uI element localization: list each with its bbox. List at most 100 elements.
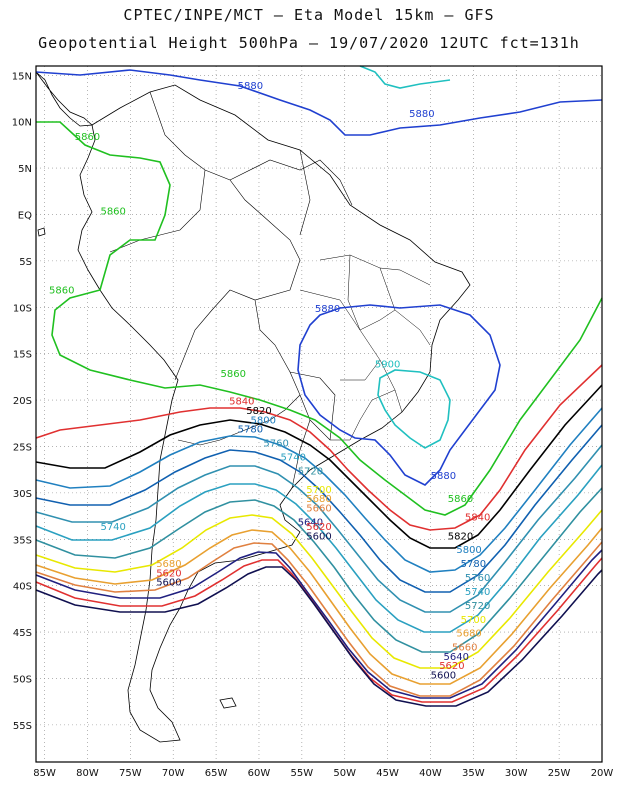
latitude-tick-label: 40S xyxy=(13,582,32,593)
latitude-tick-label: 30S xyxy=(13,489,32,500)
contour-label: 5860 xyxy=(75,132,100,143)
contour-5900 xyxy=(359,65,451,449)
longitude-tick-label: 40W xyxy=(419,768,442,779)
latitude-tick-label: 55S xyxy=(13,721,32,732)
contour-label: 5700 xyxy=(461,615,486,626)
contour-5620 xyxy=(35,557,603,703)
longitude-tick-label: 70W xyxy=(162,768,185,779)
longitude-tick-label: 35W xyxy=(462,768,485,779)
contour-label: 5760 xyxy=(465,573,490,584)
latitude-tick-label: 10N xyxy=(12,118,32,129)
contour-label: 5620 xyxy=(439,661,464,672)
contour-label: 5800 xyxy=(456,545,481,556)
contour-label: 5880 xyxy=(238,81,263,92)
contour-label: 5660 xyxy=(452,643,477,654)
latitude-labels: 15N 10N 5N EQ 5S 10S 15S 20S 25S 30S 35S 40S 45S 50S 5… xyxy=(12,71,32,732)
latitude-tick-label: EQ xyxy=(18,210,32,221)
contour-label: 5740 xyxy=(465,587,490,598)
contour-label: 5840 xyxy=(465,513,490,524)
contour-label: 5720 xyxy=(465,601,490,612)
contour-5720 xyxy=(35,487,603,653)
contour-label: 5880 xyxy=(315,304,340,315)
contour-5860 xyxy=(36,121,603,516)
contour-label: 5840 xyxy=(229,397,254,408)
longitude-tick-label: 75W xyxy=(119,768,142,779)
contour-label: 5680 xyxy=(156,559,181,570)
country-borders xyxy=(109,91,353,489)
contour-label: 5740 xyxy=(100,522,125,533)
longitude-tick-label: 65W xyxy=(205,768,228,779)
state-borders xyxy=(299,254,431,441)
contour-label: 5620 xyxy=(306,522,331,533)
longitude-tick-label: 50W xyxy=(333,768,356,779)
chart-title: CPTEC/INPE/MCT – Eta Model 15km – GFS xyxy=(123,6,495,24)
contour-label: 5820 xyxy=(246,406,271,417)
contour-5680 xyxy=(35,527,603,685)
longitude-tick-label: 60W xyxy=(248,768,271,779)
contour-5880 xyxy=(35,69,603,486)
contour-label: 5720 xyxy=(298,466,323,477)
contour-5600 xyxy=(35,566,603,707)
longitude-tick-label: 30W xyxy=(505,768,528,779)
contour-5760 xyxy=(35,444,603,613)
contour-label: 5880 xyxy=(431,471,456,482)
contour-labels: 5880588058605860586058805900586058405820… xyxy=(49,81,490,681)
contour-label: 5900 xyxy=(375,360,400,371)
contour-label: 5860 xyxy=(448,494,473,505)
longitude-tick-label: 55W xyxy=(291,768,314,779)
contour-label: 5780 xyxy=(238,425,263,436)
latitude-tick-label: 15S xyxy=(13,350,32,361)
longitude-tick-label: 45W xyxy=(376,768,399,779)
contour-label: 5860 xyxy=(100,206,125,217)
contour-label: 5700 xyxy=(306,485,331,496)
contour-lines xyxy=(35,65,603,707)
contour-label: 5740 xyxy=(281,452,306,463)
contour-label: 5880 xyxy=(409,109,434,120)
central-america-outline xyxy=(35,71,93,127)
map-frame xyxy=(35,65,603,763)
contour-5660 xyxy=(35,541,603,697)
longitude-labels: 85W 80W 75W 70W 65W 60W 55W 50W 45W 40W 35W 30W 25W 2… xyxy=(33,768,613,779)
latitude-tick-label: 5S xyxy=(19,257,32,268)
contour-label: 5680 xyxy=(306,494,331,505)
contour-label: 5640 xyxy=(443,652,468,663)
contour-label: 5620 xyxy=(156,568,181,579)
contour-label: 5800 xyxy=(251,415,276,426)
contour-5700 xyxy=(35,509,603,669)
contour-label: 5780 xyxy=(461,559,486,570)
contour-label: 5680 xyxy=(456,629,481,640)
contour-label: 5600 xyxy=(306,531,331,542)
latitude-tick-label: 5N xyxy=(18,164,32,175)
contour-label: 5660 xyxy=(306,503,331,514)
chart-subtitle: Geopotential Height 500hPa – 19/07/2020 … xyxy=(38,34,580,52)
contour-5640 xyxy=(35,549,603,699)
latitude-tick-label: 20S xyxy=(13,396,32,407)
contour-5820 xyxy=(35,384,603,549)
contour-label: 5820 xyxy=(448,531,473,542)
contour-5780 xyxy=(35,424,603,593)
longitude-tick-label: 80W xyxy=(76,768,99,779)
contour-5840 xyxy=(35,364,603,531)
coastline-and-borders xyxy=(35,71,471,743)
latitude-tick-label: 15N xyxy=(12,71,32,82)
latitude-tick-label: 10S xyxy=(13,303,32,314)
contour-label: 5860 xyxy=(49,285,74,296)
latitude-tick-label: 25S xyxy=(13,442,32,453)
contour-label: 5640 xyxy=(298,517,323,528)
contour-5740 xyxy=(35,464,603,633)
galapagos-outline xyxy=(37,227,46,237)
contour-label: 5760 xyxy=(263,438,288,449)
contour-label: 5600 xyxy=(431,670,456,681)
contour-label: 5600 xyxy=(156,578,181,589)
longitude-tick-label: 85W xyxy=(33,768,56,779)
latitude-tick-label: 45S xyxy=(13,628,32,639)
contour-5800 xyxy=(35,407,603,573)
longitude-tick-label: 25W xyxy=(548,768,571,779)
latitude-tick-label: 35S xyxy=(13,535,32,546)
contour-label: 5860 xyxy=(221,369,246,380)
latitude-tick-label: 50S xyxy=(13,674,32,685)
islands-outline xyxy=(219,697,237,709)
longitude-tick-label: 20W xyxy=(591,768,614,779)
continent-outline xyxy=(77,84,471,743)
